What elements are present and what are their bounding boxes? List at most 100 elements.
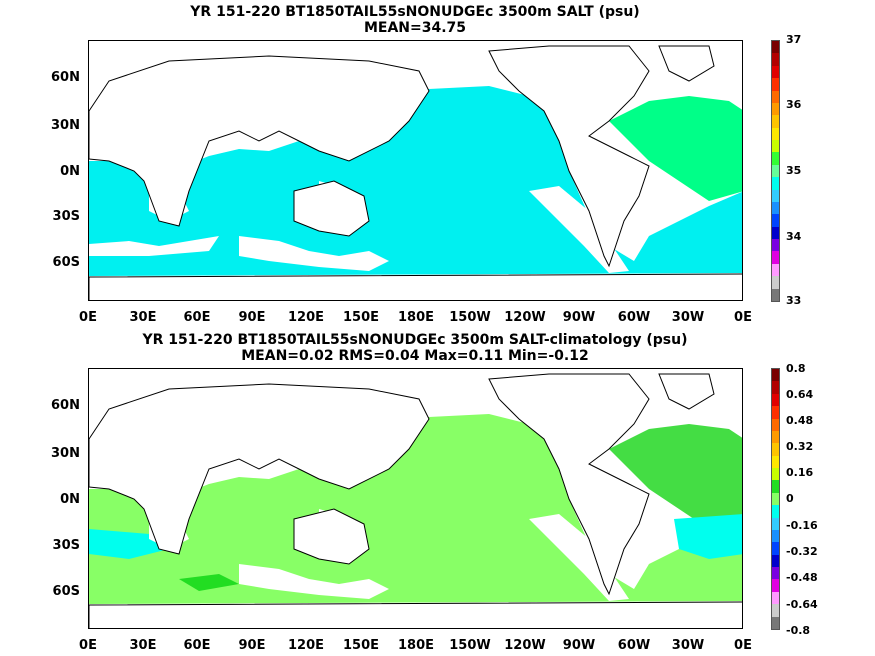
- p2-lon-30w: 30W: [671, 638, 705, 653]
- colorbar-segment: [772, 201, 779, 215]
- p2-cbar-label-4: 0.16: [786, 466, 814, 479]
- panel2-title: YR 151-220 BT1850TAIL55sNONUDGEc 3500m S…: [142, 332, 688, 348]
- colorbar-segment: [772, 455, 779, 468]
- land-americas: [488, 373, 650, 596]
- p2-cbar-label-10: -0.8: [786, 624, 811, 637]
- panel1-subtitle: MEAN=34.75: [363, 20, 467, 36]
- atlantic-field: [609, 96, 742, 201]
- panel1-colorbar: [771, 40, 780, 302]
- p1-lon-150w: 150W: [449, 310, 491, 325]
- p1-cbar-label-34: 34: [786, 230, 802, 243]
- panel2-subtitle: MEAN=0.02 RMS=0.04 Max=0.11 Min=-0.12: [241, 348, 589, 364]
- colorbar-segment: [772, 579, 779, 592]
- p2-lat-0n: 0N: [60, 492, 80, 507]
- p2-lon-90e: 90E: [238, 638, 266, 653]
- panel1-map-svg: [89, 41, 742, 300]
- p2-lon-0e-end: 0E: [734, 638, 752, 653]
- colorbar-segment: [772, 102, 779, 116]
- p1-lon-120w: 120W: [504, 310, 546, 325]
- colorbar-segment: [772, 53, 779, 66]
- p2-lon-150e: 150E: [342, 638, 380, 653]
- panel2-colorbar: [771, 368, 780, 630]
- land-greenland: [658, 45, 715, 82]
- colorbar-segment: [772, 418, 779, 431]
- p2-cbar-label-7: -0.32: [786, 545, 818, 558]
- colorbar-segment: [772, 90, 779, 103]
- p1-lon-30w: 30W: [671, 310, 705, 325]
- p2-cbar-label-8: -0.48: [786, 571, 818, 584]
- dark-green-patch: [179, 574, 239, 591]
- colorbar-segment: [772, 177, 779, 190]
- p2-lon-120e: 120E: [287, 638, 325, 653]
- p1-lon-60e: 60E: [183, 310, 211, 325]
- p1-lon-30e: 30E: [129, 310, 157, 325]
- p1-lon-60w: 60W: [617, 310, 651, 325]
- p1-lon-0e-end: 0E: [734, 310, 752, 325]
- colorbar-segment: [772, 152, 779, 165]
- p2-lat-60n: 60N: [51, 398, 80, 413]
- p1-lon-180e: 180E: [397, 310, 435, 325]
- atlantic-field: [609, 424, 742, 529]
- p2-lon-30e: 30E: [129, 638, 157, 653]
- colorbar-segment: [772, 616, 779, 629]
- colorbar-segment: [772, 140, 779, 153]
- colorbar-segment: [772, 263, 779, 277]
- p2-lon-150w: 150W: [449, 638, 491, 653]
- p2-cbar-label-0: 0.8: [786, 362, 806, 375]
- panel2-map-svg: [89, 369, 742, 628]
- colorbar-segment: [772, 189, 779, 202]
- colorbar-segment: [772, 78, 779, 91]
- land-africa-eurasia: [89, 55, 430, 227]
- p1-lat-30s: 30S: [52, 209, 80, 224]
- p1-lon-90w: 90W: [562, 310, 596, 325]
- p2-cbar-label-2: 0.48: [786, 414, 814, 427]
- p1-lat-60n: 60N: [51, 70, 80, 85]
- colorbar-segment: [772, 492, 779, 506]
- p1-lon-120e: 120E: [287, 310, 325, 325]
- land-australia: [293, 508, 370, 565]
- colorbar-segment: [772, 393, 779, 407]
- p1-cbar-label-36: 36: [786, 98, 802, 111]
- p1-lon-0e: 0E: [79, 310, 97, 325]
- p1-lat-60s: 60S: [52, 255, 80, 270]
- colorbar-segment: [772, 369, 779, 382]
- colorbar-segment: [772, 381, 779, 394]
- colorbar-segment: [772, 567, 779, 580]
- cyan-patch: [674, 514, 742, 559]
- colorbar-segment: [772, 276, 779, 289]
- colorbar-segment: [772, 542, 779, 555]
- panel1-title: YR 151-220 BT1850TAIL55sNONUDGEc 3500m S…: [190, 4, 640, 20]
- colorbar-segment: [772, 554, 779, 567]
- colorbar-segment: [772, 239, 779, 252]
- colorbar-segment: [772, 430, 779, 444]
- colorbar-segment: [772, 517, 779, 530]
- colorbar-segment: [772, 529, 779, 543]
- p2-lon-90w: 90W: [562, 638, 596, 653]
- p2-lon-120w: 120W: [504, 638, 546, 653]
- colorbar-segment: [772, 65, 779, 79]
- p2-cbar-label-9: -0.64: [786, 598, 818, 611]
- colorbar-segment: [772, 604, 779, 617]
- p2-lon-0e: 0E: [79, 638, 97, 653]
- p2-lat-30n: 30N: [51, 446, 80, 461]
- panel2-map: [88, 368, 743, 629]
- p1-cbar-label-33: 33: [786, 294, 802, 307]
- colorbar-segment: [772, 443, 779, 456]
- colorbar-segment: [772, 591, 779, 605]
- p1-cbar-label-37: 37: [786, 33, 802, 46]
- p2-cbar-label-3: 0.32: [786, 440, 814, 453]
- p1-lat-0n: 0N: [60, 164, 80, 179]
- colorbar-segment: [772, 468, 779, 481]
- colorbar-segment: [772, 127, 779, 140]
- colorbar-segment: [772, 115, 779, 128]
- colorbar-segment: [772, 480, 779, 493]
- land-australia: [293, 180, 370, 237]
- p2-lat-60s: 60S: [52, 584, 80, 599]
- p2-lon-180e: 180E: [397, 638, 435, 653]
- colorbar-segment: [772, 505, 779, 518]
- p2-cbar-label-5: 0: [786, 492, 794, 505]
- p1-lat-30n: 30N: [51, 118, 80, 133]
- p2-lat-30s: 30S: [52, 538, 80, 553]
- land-africa-eurasia: [89, 383, 430, 555]
- p1-cbar-label-35: 35: [786, 164, 802, 177]
